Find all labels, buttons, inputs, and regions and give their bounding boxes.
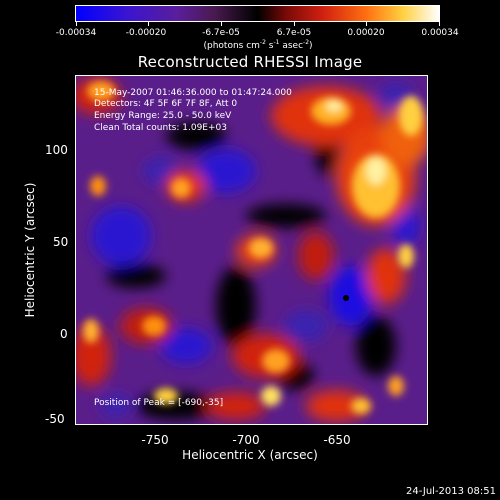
method-counts-text: Clean Total counts: 1.09E+03: [94, 123, 227, 133]
y-tick-label: 0: [60, 327, 68, 341]
x-tick-label: -650: [323, 433, 351, 447]
timestamp: 24-Jul-2013 08:51: [405, 486, 496, 497]
x-axis-label: Heliocentric X (arcsec): [182, 448, 318, 462]
rhessi-image: [75, 75, 428, 425]
rhessi-image-canvas: [76, 76, 427, 424]
colorbar-tick-mark: [294, 21, 295, 26]
y-tick-label: 50: [53, 235, 69, 249]
colorbar-tick-mark: [366, 21, 367, 26]
y-axis-label: Heliocentric Y (arcsec): [23, 182, 37, 318]
peak-marker: [343, 295, 349, 301]
time-range-text: 15-May-2007 01:46:36.000 to 01:47:24.000: [94, 88, 292, 98]
y-tick-label: -50: [45, 412, 65, 426]
colorbar-tick-label: -6.7e-05: [202, 28, 240, 38]
colorbar: [75, 5, 440, 22]
y-tick-label: 100: [45, 143, 68, 157]
plot-title: Reconstructed RHESSI Image: [137, 53, 363, 71]
colorbar-tick-mark: [76, 21, 77, 26]
colorbar-tick-label: -0.00034: [55, 28, 97, 38]
colorbar-tick-label: 0.00034: [421, 28, 459, 38]
x-tick-label: -700: [232, 433, 260, 447]
colorbar-tick-mark: [439, 21, 440, 26]
colorbar-tick-mark: [221, 21, 222, 26]
colorbar-tick-mark: [148, 21, 149, 26]
colorbar-tick-label: 0.00020: [347, 28, 385, 38]
energy-range-text: Energy Range: 25.0 - 50.0 keV: [94, 111, 232, 121]
colorbar-units: (photons cm-2 s-1 asec-2): [203, 39, 313, 51]
detectors-text: Detectors: 4F 5F 6F 7F 8F, Att 0: [94, 99, 238, 109]
colorbar-tick-label: -0.00020: [125, 28, 167, 38]
x-tick-label: -750: [141, 433, 169, 447]
colorbar-tick-label: 6.7e-05: [276, 28, 312, 38]
peak-position-text: Position of Peak = [-690,-35]: [94, 398, 224, 408]
